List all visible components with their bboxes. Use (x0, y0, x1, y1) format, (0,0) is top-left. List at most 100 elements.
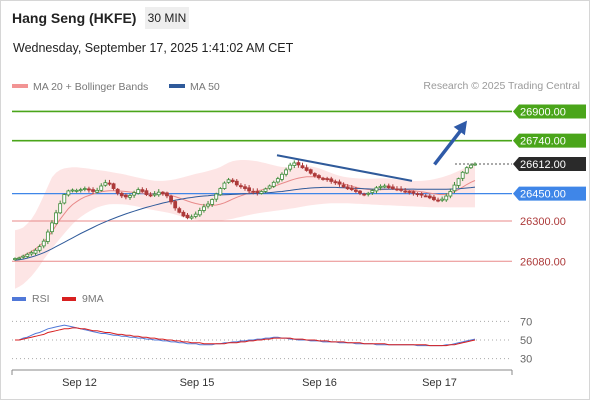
candle-body (358, 190, 362, 194)
candle-body (468, 164, 473, 169)
candle-body (362, 193, 367, 196)
candle-body (464, 167, 469, 174)
candle-body (226, 179, 231, 183)
candle-body (95, 189, 100, 193)
legend-label-9ma: 9MA (82, 293, 104, 305)
candle-body (181, 211, 186, 217)
candle-body (374, 187, 379, 192)
x-tick-label: Sep 15 (180, 377, 215, 389)
candle-body (251, 190, 256, 193)
level-label-support-2: 26080.00 (520, 256, 566, 268)
candle-body (107, 182, 112, 185)
candle-body (411, 191, 416, 194)
candle-body (193, 213, 198, 217)
candle-body (156, 191, 161, 196)
candle-body (255, 191, 260, 194)
candle-body (325, 178, 330, 181)
candle-body (189, 216, 194, 219)
candle-body (440, 198, 445, 201)
candle-body (321, 178, 325, 180)
candle-body (288, 164, 293, 170)
candle-body (275, 178, 280, 183)
candle-body (399, 188, 403, 191)
rsi-tick-label: 70 (520, 316, 532, 328)
candle-body (386, 185, 391, 189)
candle-body (152, 193, 157, 196)
candle-body (214, 193, 219, 200)
level-label-last-price: 26612.00 (520, 159, 566, 171)
candle-body (448, 191, 453, 197)
candle-body (222, 182, 227, 189)
candle-body (165, 192, 169, 197)
candle-body (210, 199, 215, 205)
candle-body (345, 186, 350, 190)
level-label-resistance-1: 26740.00 (520, 136, 566, 148)
candle-body (17, 257, 22, 260)
candle-body (21, 255, 26, 258)
candle-body (78, 189, 83, 192)
candle-body (349, 187, 354, 191)
candle-body (234, 180, 239, 186)
candle-body (378, 185, 383, 188)
candle-body (58, 203, 63, 214)
copyright-text: Research © 2025 Trading Central (423, 80, 580, 92)
candle-body (395, 188, 399, 191)
candle-body (353, 189, 358, 192)
candle-body (123, 194, 128, 198)
candle-body (206, 203, 210, 207)
candle-body (132, 192, 137, 196)
candle-body (230, 179, 235, 182)
candle-body (427, 195, 432, 199)
legend-label-ma20-bollinger: MA 20 + Bollinger Bands (33, 81, 148, 93)
timeframe-button[interactable]: 30 MIN (145, 7, 189, 29)
candle-body (169, 195, 173, 203)
candle-body (128, 195, 132, 198)
x-tick-label: Sep 16 (302, 377, 337, 389)
candle-body (436, 199, 440, 202)
trendline (276, 154, 413, 182)
candle-body (247, 187, 252, 192)
candle-body (87, 188, 91, 191)
legend-swatch-9ma (62, 297, 76, 301)
candle-body (284, 169, 288, 175)
candle-body (66, 190, 71, 196)
rsi-tick-label: 30 (520, 354, 532, 366)
candle-body (292, 162, 297, 166)
candle-body (140, 189, 145, 192)
candle-body (197, 210, 202, 216)
candle-body (103, 182, 108, 186)
candle-body (296, 162, 301, 166)
candle-body (460, 171, 465, 179)
candle-body (177, 208, 182, 213)
level-label-pivot: 26450.00 (520, 189, 566, 201)
candle-body (317, 175, 321, 179)
candle-body (473, 163, 477, 166)
candle-body (432, 196, 436, 201)
candle-body (91, 189, 95, 192)
candle-body (45, 231, 50, 242)
candle-body (54, 212, 58, 225)
legend-swatch-ma50 (169, 84, 185, 88)
legend-swatch-ma20-bollinger (12, 84, 28, 88)
candle-body (29, 252, 34, 255)
rsi-ma-line (15, 327, 476, 347)
candle-body (25, 253, 30, 257)
candle-body (300, 165, 305, 169)
candle-body (82, 188, 87, 190)
candle-body (304, 167, 309, 171)
level-label-bg-pivot (513, 186, 586, 201)
instrument-title: Hang Seng (HKFE) (12, 10, 137, 26)
candle-body (37, 246, 42, 251)
candle-body (238, 185, 243, 188)
candle-body (333, 181, 338, 184)
forecast-arrow-head (453, 120, 467, 136)
candle-body (382, 185, 387, 188)
rsi-line (15, 324, 476, 347)
candle-body (218, 188, 223, 196)
legend-label-rsi: RSI (32, 293, 50, 305)
candle-body (308, 169, 313, 174)
candle-body (70, 189, 75, 192)
candle-body (148, 194, 153, 197)
candle-body (419, 193, 424, 196)
